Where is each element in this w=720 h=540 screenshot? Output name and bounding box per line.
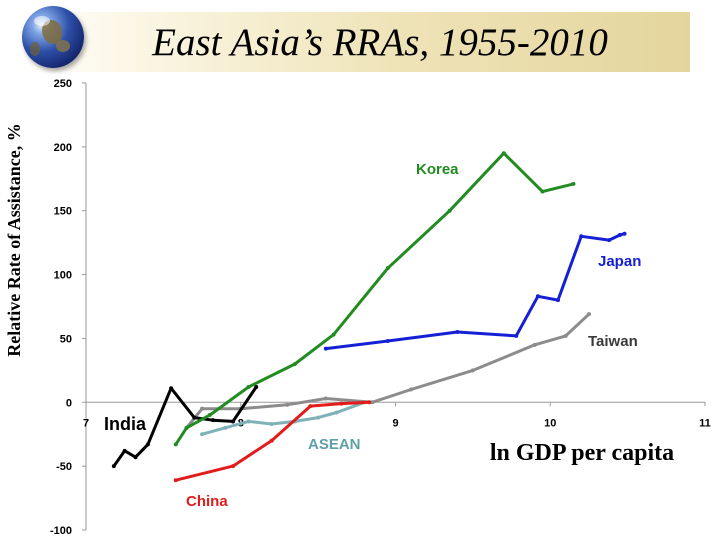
data-point-japan xyxy=(535,294,540,299)
data-point-asean xyxy=(223,425,228,430)
data-point-japan xyxy=(323,346,328,351)
y-tick-label: -50 xyxy=(56,461,72,473)
data-point-india xyxy=(231,419,236,424)
data-point-india xyxy=(145,442,150,447)
x-tick-label: 7 xyxy=(83,417,89,429)
series-line-china xyxy=(174,400,371,482)
data-point-korea xyxy=(184,425,189,430)
data-point-india xyxy=(210,418,215,423)
data-point-asean xyxy=(246,419,251,424)
data-point-india xyxy=(254,384,259,389)
data-point-japan xyxy=(455,330,460,335)
data-point-china xyxy=(308,404,313,409)
data-point-taiwan xyxy=(370,400,375,405)
series-label-india: India xyxy=(104,414,147,434)
y-tick-label: 150 xyxy=(54,206,72,218)
data-point-japan xyxy=(622,231,627,236)
series-label-japan: Japan xyxy=(598,253,641,270)
data-point-korea xyxy=(385,266,390,271)
series-label-taiwan: Taiwan xyxy=(588,333,638,350)
data-point-korea xyxy=(292,361,297,366)
x-axis-label: ln GDP per capita xyxy=(490,440,674,466)
x-tick-label: 10 xyxy=(544,417,556,429)
data-point-korea xyxy=(331,332,336,337)
data-point-asean xyxy=(334,410,339,415)
data-point-korea xyxy=(447,208,452,213)
data-point-taiwan xyxy=(408,387,413,392)
data-point-japan xyxy=(514,333,519,338)
y-axis-label: Relative Rate of Assistance, % xyxy=(4,123,24,356)
series-label-asean: ASEAN xyxy=(308,436,361,453)
series-line-asean xyxy=(200,400,367,436)
data-point-taiwan xyxy=(285,402,290,407)
data-point-korea xyxy=(173,442,178,447)
chart-series xyxy=(111,151,627,483)
data-point-china xyxy=(339,401,344,406)
data-point-china xyxy=(173,478,178,483)
y-tick-label: 250 xyxy=(54,78,72,90)
data-point-taiwan xyxy=(323,396,328,401)
data-point-taiwan xyxy=(532,342,537,347)
series-label-china: China xyxy=(186,493,228,510)
data-point-japan xyxy=(555,298,560,303)
data-point-india xyxy=(192,415,197,420)
data-point-korea xyxy=(246,384,251,389)
x-tick-label: 11 xyxy=(699,417,711,429)
y-tick-label: -100 xyxy=(50,525,72,537)
page-title: East Asia’s RRAs, 1955-2010 xyxy=(152,21,608,64)
data-point-asean xyxy=(200,432,205,437)
title-banner xyxy=(18,12,690,72)
data-point-india xyxy=(111,464,116,469)
data-point-china xyxy=(269,438,274,443)
data-point-korea xyxy=(571,181,576,186)
data-point-japan xyxy=(385,338,390,343)
data-point-asean xyxy=(316,415,321,420)
data-point-korea xyxy=(540,189,545,194)
data-point-asean xyxy=(269,421,274,426)
data-point-taiwan xyxy=(586,312,591,317)
y-tick-label: 0 xyxy=(66,397,72,409)
data-point-taiwan xyxy=(563,333,568,338)
chart-series-labels: Korea Japan Taiwan China India ASEAN xyxy=(104,161,641,510)
globe-icon xyxy=(22,6,84,68)
data-point-china xyxy=(231,464,236,469)
data-point-korea xyxy=(501,151,506,156)
data-point-taiwan xyxy=(200,406,205,411)
data-point-japan xyxy=(607,238,612,243)
data-point-china xyxy=(367,400,372,405)
y-tick-label: 50 xyxy=(60,333,72,345)
data-point-japan xyxy=(617,232,622,237)
data-point-taiwan xyxy=(470,368,475,373)
y-tick-label: 200 xyxy=(54,142,72,154)
data-point-india xyxy=(169,386,174,391)
series-label-korea: Korea xyxy=(416,161,459,178)
data-point-korea xyxy=(207,413,212,418)
series-line-taiwan xyxy=(185,312,591,430)
x-tick-label: 9 xyxy=(392,417,398,429)
data-point-japan xyxy=(579,234,584,239)
series-line-japan xyxy=(324,232,626,351)
data-point-india xyxy=(122,448,127,453)
y-tick-label: 100 xyxy=(54,270,72,282)
data-point-india xyxy=(133,455,138,460)
